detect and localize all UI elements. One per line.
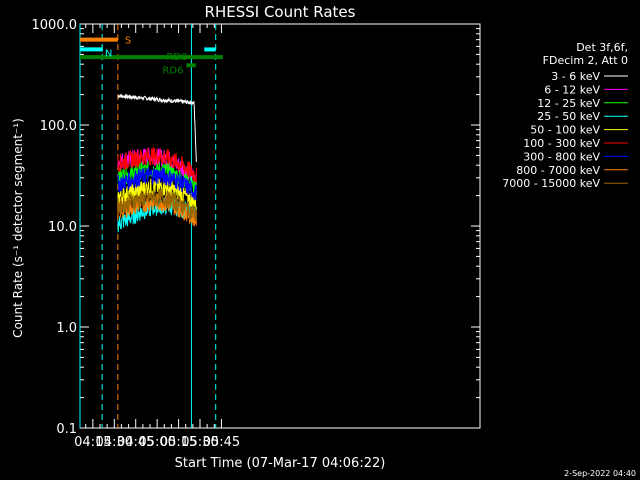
legend-label: 6 - 12 keV <box>544 83 600 96</box>
series-line <box>117 147 197 183</box>
y-axis-label: Count Rate (s⁻¹ detector segment⁻¹) <box>11 118 25 338</box>
legend-label: 3 - 6 keV <box>551 70 600 83</box>
legend-label: 25 - 50 keV <box>537 110 600 123</box>
legend-header-2: FDecim 2, Att 0 <box>543 54 628 67</box>
series-line <box>117 166 197 201</box>
chart-title: RHESSI Count Rates <box>205 3 356 21</box>
x-tick-label: 05:30 <box>181 435 218 450</box>
annotation-label-n: N <box>105 48 112 59</box>
legend-label: 800 - 7000 keV <box>516 164 600 177</box>
legend-label: 50 - 100 keV <box>530 124 600 137</box>
legend-label: 7000 - 15000 keV <box>502 177 600 190</box>
legend-label: 300 - 800 keV <box>523 150 600 163</box>
x-tick-label: 04:45 <box>117 435 154 450</box>
plot-frame <box>79 23 481 429</box>
x-tick-label: 04:15 <box>74 435 111 450</box>
footer-date: 2-Sep-2022 04:40 <box>564 469 636 478</box>
legend-label: 100 - 300 keV <box>523 137 600 150</box>
y-tick-label: 1.0 <box>56 321 77 336</box>
x-tick-label: 05:45 <box>203 435 240 450</box>
legend-label: 12 - 25 keV <box>537 97 600 110</box>
x-axis-label: Start Time (07-Mar-17 04:06:22) <box>175 456 386 471</box>
x-tick-label: 05:15 <box>160 435 197 450</box>
x-tick-label: 04:30 <box>96 435 133 450</box>
annotation-label-rd6: RD6 <box>162 65 183 76</box>
annotation-label-s: S <box>125 36 131 47</box>
legend-header-1: Det 3f,6f, <box>576 41 628 54</box>
x-tick-label: 05:00 <box>138 435 175 450</box>
annotation-label-rd0: RD0 <box>166 52 187 63</box>
y-tick-label: 100.0 <box>40 119 77 134</box>
y-tick-label: 1000.0 <box>32 18 78 33</box>
y-tick-label: 0.1 <box>56 422 77 437</box>
series-line <box>117 93 197 163</box>
y-tick-label: 10.0 <box>48 220 77 235</box>
series-line <box>117 189 197 222</box>
